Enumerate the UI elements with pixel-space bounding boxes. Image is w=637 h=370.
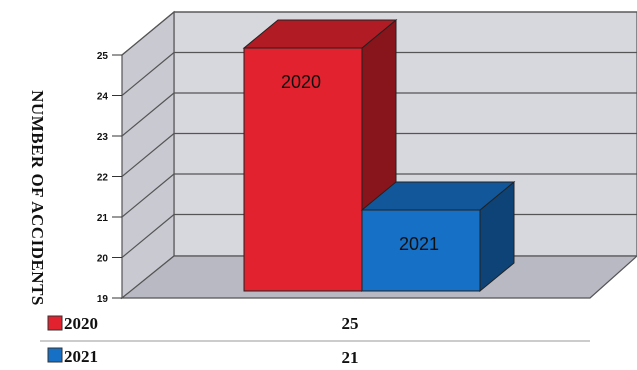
table-value-2021: 21: [342, 348, 359, 367]
bar-front: [243, 47, 363, 292]
gridline: [121, 52, 175, 96]
bar-2020: 2020: [242, 18, 398, 293]
gridline: [121, 92, 175, 137]
bar-front: [361, 209, 481, 292]
data-table: 2020 25 2021 21: [40, 314, 590, 367]
bar-2021: 2021: [360, 180, 516, 293]
y-tick-label: 23: [97, 132, 109, 143]
gridline: [121, 133, 175, 177]
y-tick-label: 24: [97, 92, 109, 103]
y-axis-ticks: 19 20 21 22 23 24 25: [97, 51, 122, 305]
gridline: [121, 11, 175, 56]
y-tick-label: 25: [97, 51, 109, 62]
bar-label-2021: 2021: [399, 234, 439, 254]
bar-label-2020: 2020: [281, 72, 321, 92]
gridline: [121, 214, 175, 258]
legend-swatch-2020: [47, 315, 63, 331]
y-tick-label: 22: [97, 173, 109, 184]
legend-swatch-2021: [47, 347, 63, 363]
y-tick-label: 20: [97, 254, 109, 265]
y-tick-label: 21: [97, 213, 109, 224]
legend-label-2021: 2021: [64, 347, 98, 366]
table-value-2020: 25: [342, 314, 359, 333]
gridline: [121, 173, 175, 218]
bars: 2020 2021: [242, 18, 516, 293]
y-tick-label: 19: [97, 294, 109, 305]
y-axis-label: NUMBER OF ACCIDENTS: [28, 90, 47, 306]
legend-label-2020: 2020: [64, 314, 98, 333]
